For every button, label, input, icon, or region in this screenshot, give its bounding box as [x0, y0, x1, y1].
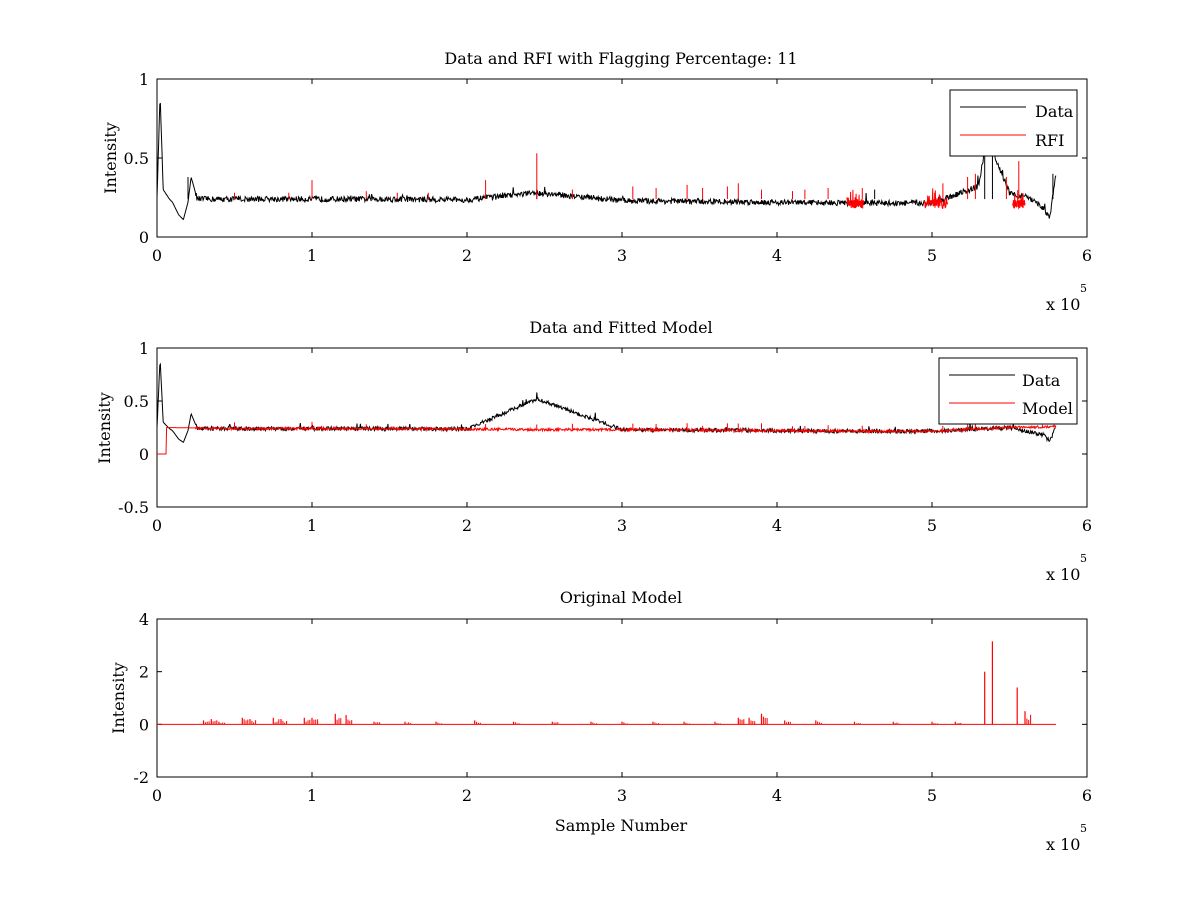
panel-1-plot: 0 1 2 3 4 5 6 0 0.5 1 — [124, 70, 1093, 265]
x-tick-label: 5 — [927, 516, 937, 535]
x-tick-label: 1 — [307, 786, 317, 805]
legend-data-label: Data — [1035, 102, 1074, 121]
panel-1-x-multiplier-exp: 5 — [1080, 282, 1087, 295]
x-tick-label: 1 — [307, 246, 317, 265]
x-tick-label: 0 — [152, 516, 162, 535]
panel-2-legend: Data Model — [938, 357, 1078, 425]
rfi-flagged-range — [923, 188, 948, 210]
x-tick-label: 3 — [617, 516, 627, 535]
panel-1-ylabel: Intensity — [101, 122, 120, 194]
panel-3-x-multiplier: x 10 — [1046, 835, 1080, 854]
rfi-flagged-range — [1012, 190, 1026, 210]
panel-data-rfi: Data and RFI with Flagging Percentage: 1… — [101, 49, 1092, 314]
panel-3-ylabel: Intensity — [109, 662, 128, 734]
y-tick-label: 4 — [139, 610, 149, 629]
series-line-data — [156, 102, 1057, 221]
panel-3-x-multiplier-exp: 5 — [1080, 822, 1087, 835]
y-tick-label: -0.5 — [118, 498, 149, 517]
x-tick-label: 4 — [772, 246, 782, 265]
series-line-data — [156, 362, 1057, 443]
y-tick-label: 0 — [139, 715, 149, 734]
x-tick-label: 2 — [462, 516, 472, 535]
panel-1-title: Data and RFI with Flagging Percentage: 1… — [444, 49, 797, 68]
x-tick-label: 0 — [152, 786, 162, 805]
panel-2-ylabel: Intensity — [95, 392, 114, 464]
x-tick-label: 3 — [617, 786, 627, 805]
x-tick-label: 6 — [1082, 786, 1092, 805]
y-tick-label: 0 — [139, 445, 149, 464]
panel-1-x-multiplier: x 10 — [1046, 295, 1080, 314]
panel-2-title: Data and Fitted Model — [529, 318, 712, 337]
series-line-model — [157, 423, 1057, 455]
panel-2-plot: 0 1 2 3 4 5 6-0.500.51 — [118, 339, 1092, 535]
panel-1-legend: Data RFI — [949, 89, 1078, 157]
panel-2-x-multiplier-exp: 5 — [1080, 552, 1087, 565]
x-tick-label: 6 — [1082, 246, 1092, 265]
panel-data-model: Data and Fitted Model Intensity 0 1 2 3 4 5 6 -… — [95, 318, 1092, 584]
panel-2-x-multiplier: x 10 — [1046, 565, 1080, 584]
y-tick-label: 0.5 — [124, 149, 149, 168]
y-tick-label: 0 — [139, 228, 149, 247]
legend-model-label: Model — [1022, 399, 1073, 418]
x-tick-label: 2 — [462, 786, 472, 805]
x-tick-label: 5 — [927, 786, 937, 805]
legend-data-label: Data — [1022, 371, 1061, 390]
legend-rfi-label: RFI — [1035, 131, 1064, 150]
y-tick-label: 0.5 — [124, 392, 149, 411]
x-tick-label: 0 — [152, 246, 162, 265]
y-tick-label: 1 — [139, 339, 149, 358]
x-tick-label: 3 — [617, 246, 627, 265]
y-tick-label: 1 — [139, 70, 149, 89]
rfi-flagged-range — [846, 189, 865, 209]
y-tick-label: -2 — [133, 768, 149, 787]
x-tick-label: 6 — [1082, 516, 1092, 535]
x-tick-label: 2 — [462, 246, 472, 265]
x-tick-label: 5 — [927, 246, 937, 265]
x-tick-label: 4 — [772, 516, 782, 535]
panel-3-xlabel: Sample Number — [555, 816, 688, 835]
panel-3-title: Original Model — [560, 588, 682, 607]
x-tick-label: 1 — [307, 516, 317, 535]
x-tick-label: 4 — [772, 786, 782, 805]
y-tick-label: 2 — [139, 663, 149, 682]
